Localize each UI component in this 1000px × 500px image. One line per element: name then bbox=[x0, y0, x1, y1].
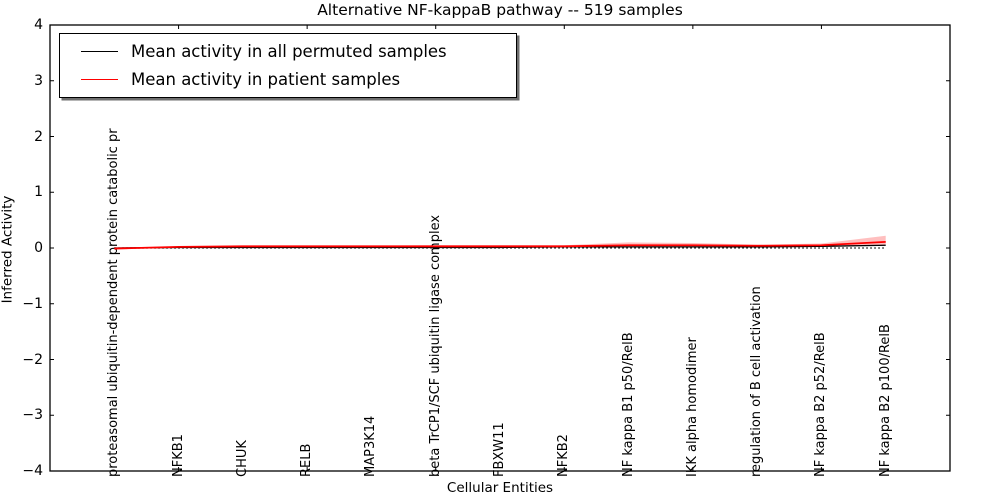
permuted-mean-line bbox=[114, 244, 886, 249]
y-tick-label: −2 bbox=[22, 351, 43, 368]
y-tick-label: 2 bbox=[34, 128, 43, 145]
legend-line-sample-patient bbox=[81, 78, 118, 80]
legend-line-sample-permuted bbox=[81, 51, 118, 53]
y-tick-label: −1 bbox=[22, 295, 43, 312]
chart-title: Alternative NF-kappaB pathway -- 519 sam… bbox=[317, 1, 683, 19]
patient-mean-line bbox=[114, 240, 886, 250]
x-axis-label: Cellular Entities bbox=[446, 480, 554, 496]
legend-item-patient: Mean activity in patient samples bbox=[60, 70, 516, 89]
y-tick-label: 4 bbox=[34, 17, 43, 33]
legend: Mean activity in all permuted samples Me… bbox=[59, 33, 517, 98]
y-tick-label: 3 bbox=[34, 72, 43, 89]
legend-item-permuted: Mean activity in all permuted samples bbox=[60, 42, 516, 61]
y-tick-label: 0 bbox=[34, 240, 43, 256]
y-tick-label: −3 bbox=[22, 407, 43, 424]
y-tick-label: −4 bbox=[22, 463, 43, 479]
legend-label-permuted: Mean activity in all permuted samples bbox=[131, 42, 447, 62]
legend-label-patient: Mean activity in patient samples bbox=[131, 69, 401, 89]
y-tick-label: 1 bbox=[34, 184, 43, 201]
